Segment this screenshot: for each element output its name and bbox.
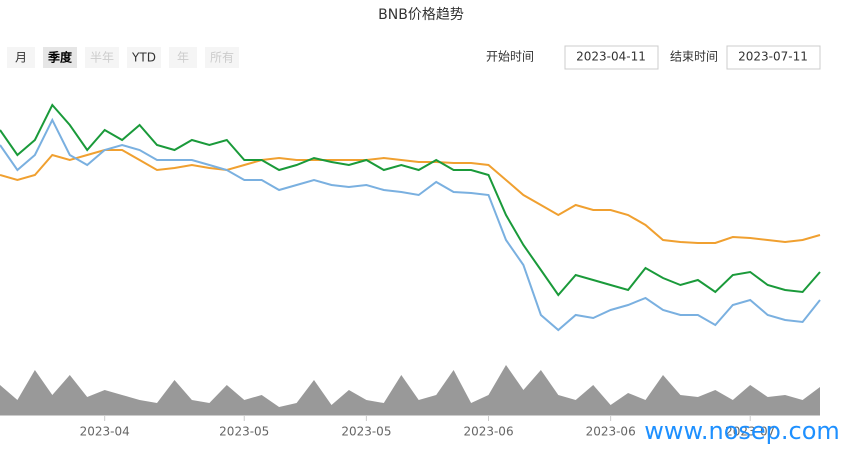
x-tick-label: 2023-07 <box>725 425 775 439</box>
range-button-label[interactable]: 月 <box>15 51 27 65</box>
x-tick-label: 2023-06 <box>463 425 513 439</box>
range-button[interactable] <box>85 47 119 68</box>
volume-area <box>0 365 820 415</box>
range-button-label[interactable]: 季度 <box>47 50 73 65</box>
range-button-label[interactable]: 所有 <box>210 51 234 65</box>
range-button[interactable] <box>43 47 77 68</box>
price-line <box>0 149 821 244</box>
price-line <box>0 103 821 297</box>
end-date-box[interactable] <box>726 45 821 70</box>
end-date[interactable]: 2023-07-11 <box>738 50 808 64</box>
range-button[interactable] <box>169 47 197 68</box>
start-date[interactable]: 2023-04-11 <box>576 50 646 64</box>
start-date-box[interactable] <box>564 45 659 70</box>
watermark: www.nosep.com <box>644 417 840 445</box>
range-button-label[interactable]: 半年 <box>90 51 114 65</box>
chart-title: BNB价格趋势 <box>378 7 464 23</box>
range-button-label[interactable]: 年 <box>177 51 189 65</box>
range-button-label[interactable]: YTD <box>131 51 156 65</box>
range-button[interactable] <box>7 47 35 68</box>
range-button[interactable] <box>205 47 239 68</box>
end-label: 结束时间 <box>670 50 718 64</box>
start-label: 开始时间 <box>486 50 534 64</box>
range-button[interactable] <box>127 47 161 68</box>
price-line <box>0 117 821 332</box>
x-tick-label: 2023-04 <box>80 425 130 439</box>
x-tick-label: 2023-06 <box>586 425 636 439</box>
x-tick-label: 2023-05 <box>341 425 391 439</box>
x-tick-label: 2023-05 <box>219 425 269 439</box>
